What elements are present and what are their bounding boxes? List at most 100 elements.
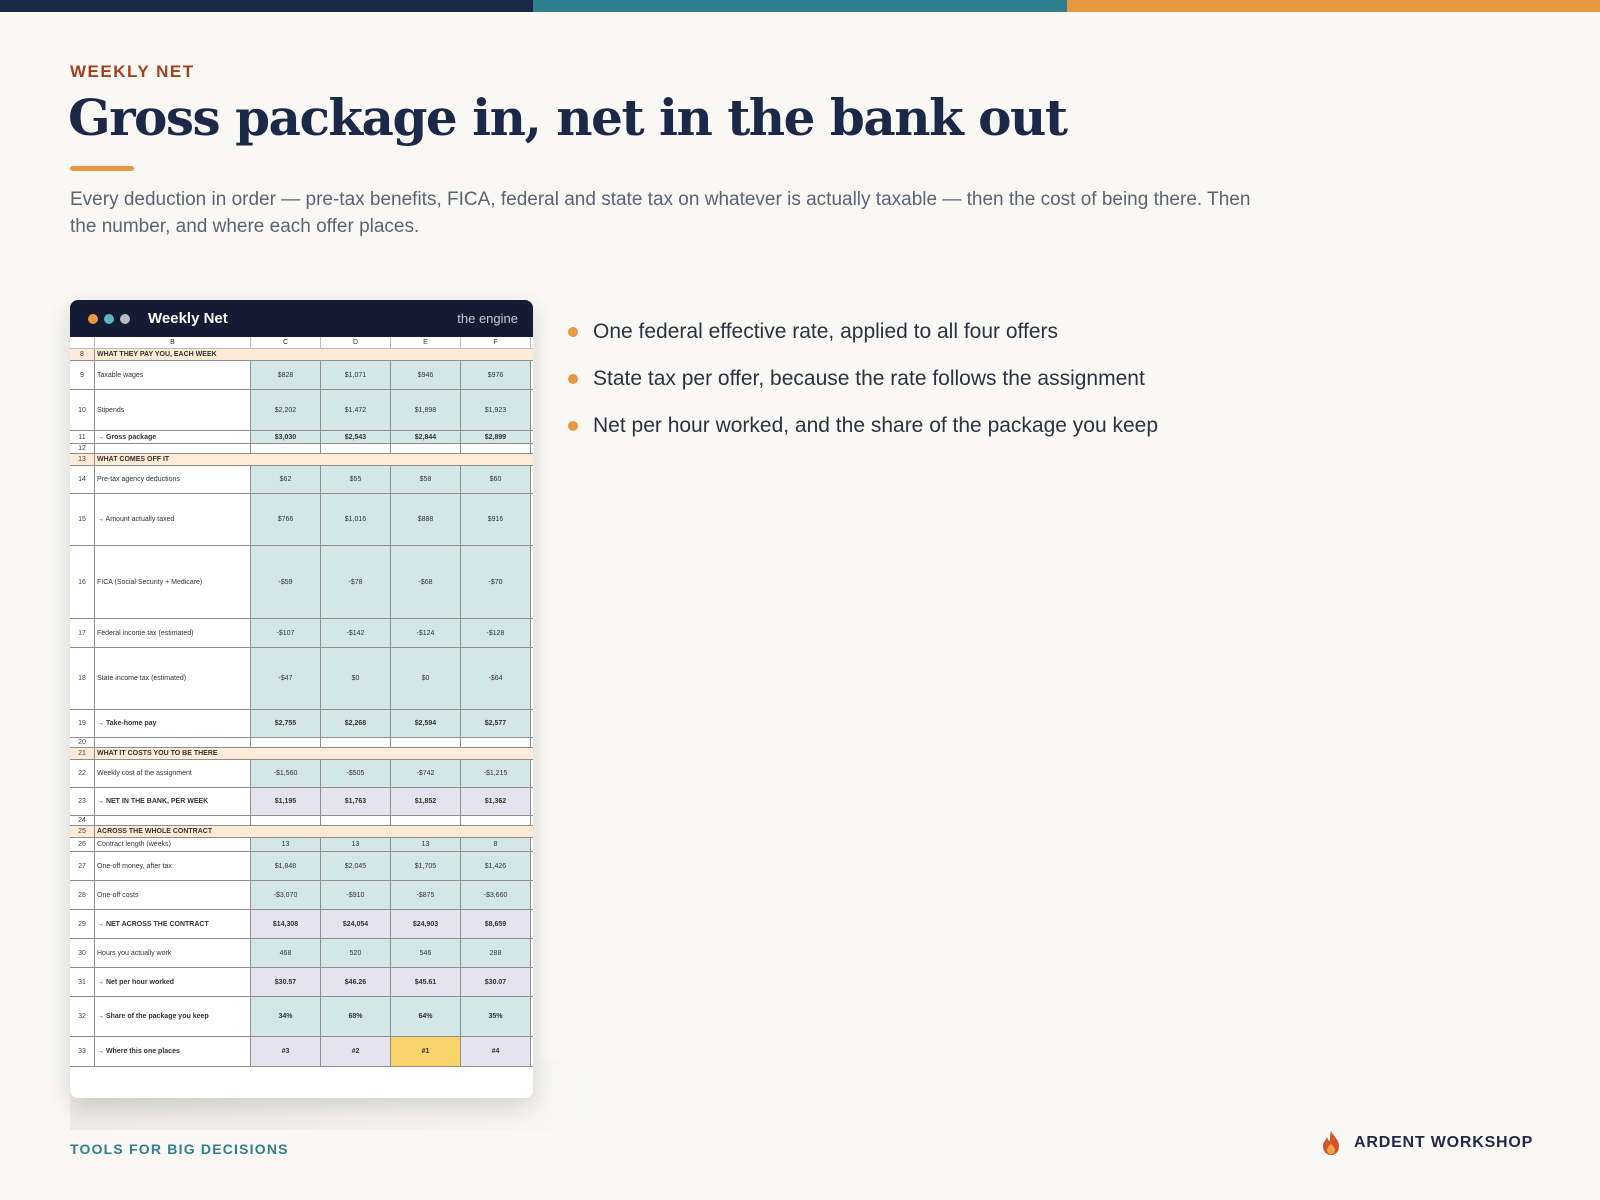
bullet-dot bbox=[568, 373, 578, 384]
row-label: Federal income tax (estimated) bbox=[94, 619, 251, 647]
value-cell: $46.26 bbox=[321, 968, 391, 996]
value-cell: $2,045 bbox=[321, 852, 391, 880]
value-cell: 520 bbox=[321, 939, 391, 967]
value-cell: -$142 bbox=[321, 619, 391, 647]
row-label: → Share of the package you keep bbox=[94, 997, 251, 1036]
section-title: ACROSS THE WHOLE CONTRACT bbox=[94, 826, 531, 837]
row-label bbox=[94, 816, 251, 825]
table-row: 26 Contract length (weeks) 13 13 13 8 bbox=[70, 838, 533, 852]
row-number: 19 bbox=[78, 720, 86, 727]
column-header: C bbox=[251, 337, 321, 348]
value-cell: $976 bbox=[461, 361, 531, 389]
accent-segment-orange bbox=[1066, 0, 1600, 12]
value-cell: #4 bbox=[461, 1037, 531, 1066]
section-header-row: 8 WHAT THEY PAY YOU, EACH WEEK bbox=[70, 349, 533, 361]
value-cell: $1,195 bbox=[251, 788, 321, 815]
table-row: 33 → Where this one places #3 #2 #1 #4 bbox=[70, 1037, 533, 1067]
value-cell: $55 bbox=[321, 466, 391, 493]
table-row: 10 Stipends $2,202 $1,472 $1,898 $1,923 bbox=[70, 390, 533, 431]
value-cell: $60 bbox=[461, 466, 531, 493]
row-number: 28 bbox=[78, 891, 86, 899]
section-header-row: 25 ACROSS THE WHOLE CONTRACT bbox=[70, 826, 533, 838]
section-title: WHAT IT COSTS YOU TO BE THERE bbox=[94, 748, 531, 759]
value-cell: $24,054 bbox=[321, 910, 391, 938]
footer-brand: ARDENT WORKSHOP bbox=[1320, 1130, 1533, 1156]
table-row: 22 Weekly cost of the assignment -$1,560 -$… bbox=[70, 760, 533, 788]
value-cell: $1,016 bbox=[321, 494, 391, 545]
column-header: D bbox=[321, 337, 391, 348]
empty-cell bbox=[251, 738, 321, 747]
value-cell: $1,898 bbox=[391, 390, 461, 430]
table-row: 18 State income tax (estimated) -$47 $0 $0 -$… bbox=[70, 648, 533, 710]
row-label: State income tax (estimated) bbox=[94, 648, 251, 709]
value-cell: $62 bbox=[251, 466, 321, 493]
empty-cell bbox=[461, 816, 531, 825]
window-header: Weekly Net the engine bbox=[70, 300, 533, 337]
value-cell: $766 bbox=[251, 494, 321, 545]
value-cell: $2,594 bbox=[391, 710, 461, 737]
value-cell: -$78 bbox=[321, 546, 391, 618]
table-row: 30 Hours you actually work 468 520 546 288 bbox=[70, 939, 533, 968]
value-cell: $2,899 bbox=[461, 431, 531, 443]
value-cell: 468 bbox=[251, 939, 321, 967]
value-cell: $14,308 bbox=[251, 910, 321, 938]
value-cell: $2,268 bbox=[321, 710, 391, 737]
value-cell: $828 bbox=[251, 361, 321, 389]
value-cell: -$128 bbox=[461, 619, 531, 647]
row-label bbox=[94, 738, 251, 747]
value-cell: -$47 bbox=[251, 648, 321, 709]
table-row: 15 → Amount actually taxed $766 $1,016 $888 $… bbox=[70, 494, 533, 546]
value-cell: $30.07 bbox=[461, 968, 531, 996]
table-row: 24 bbox=[70, 816, 533, 826]
value-cell: 8 bbox=[461, 838, 531, 851]
bullet-text: One federal effective rate, applied to a… bbox=[593, 319, 1059, 343]
accent-segment-teal bbox=[533, 0, 1067, 12]
spreadsheet-grid: B C D E F 8 WHAT THEY PAY YOU, EACH WEEK 9 Taxab… bbox=[70, 337, 533, 1067]
section-title: WHAT THEY PAY YOU, EACH WEEK bbox=[94, 349, 531, 360]
empty-cell bbox=[391, 816, 461, 825]
value-cell: $2,202 bbox=[251, 390, 321, 430]
value-cell: #2 bbox=[321, 1037, 391, 1066]
value-cell: $0 bbox=[391, 648, 461, 709]
value-cell: $2,577 bbox=[461, 710, 531, 737]
row-label: Stipends bbox=[94, 390, 251, 430]
row-label: → Where this one places bbox=[94, 1037, 251, 1066]
empty-cell bbox=[251, 816, 321, 825]
value-cell: $1,362 bbox=[461, 788, 531, 815]
table-row: 32 → Share of the package you keep 34% 68% 6… bbox=[70, 997, 533, 1037]
value-cell: -$3,070 bbox=[251, 881, 321, 909]
value-cell: -$124 bbox=[391, 619, 461, 647]
row-label: One-off money, after tax bbox=[94, 852, 251, 880]
value-cell: $2,543 bbox=[321, 431, 391, 443]
row-number: 10 bbox=[78, 406, 86, 414]
column-header: E bbox=[391, 337, 461, 348]
empty-cell bbox=[391, 444, 461, 453]
section-header-row: 13 WHAT COMES OFF IT bbox=[70, 454, 533, 466]
value-cell: $45.61 bbox=[391, 968, 461, 996]
table-row: 23 → NET IN THE BANK, PER WEEK $1,195 $1,76… bbox=[70, 788, 533, 816]
value-cell: #1 bbox=[391, 1037, 461, 1066]
value-cell: 13 bbox=[391, 838, 461, 851]
value-cell: 13 bbox=[251, 838, 321, 851]
bullet-list: One federal effective rate, applied to a… bbox=[568, 308, 1468, 449]
table-row: 20 bbox=[70, 738, 533, 748]
row-label bbox=[94, 444, 251, 453]
window-dot-gray bbox=[120, 313, 130, 324]
value-cell: $0 bbox=[321, 648, 391, 709]
row-number: 9 bbox=[80, 371, 84, 379]
value-cell: -$1,560 bbox=[251, 760, 321, 787]
row-label: → NET IN THE BANK, PER WEEK bbox=[94, 788, 251, 815]
brand-name: ARDENT WORKSHOP bbox=[1354, 1134, 1534, 1151]
window-dot-orange bbox=[88, 313, 98, 324]
empty-cell bbox=[461, 738, 531, 747]
table-row: 12 bbox=[70, 444, 533, 454]
value-cell: $58 bbox=[391, 466, 461, 493]
row-number: 16 bbox=[78, 578, 86, 586]
table-row: 11 → Gross package $3,030 $2,543 $2,844 $2,89… bbox=[70, 431, 533, 444]
value-cell: -$505 bbox=[321, 760, 391, 787]
value-cell: -$59 bbox=[251, 546, 321, 618]
value-cell: -$3,660 bbox=[461, 881, 531, 909]
value-cell: $24,903 bbox=[391, 910, 461, 938]
table-row: 29 → NET ACROSS THE CONTRACT $14,308 $24,05… bbox=[70, 910, 533, 939]
